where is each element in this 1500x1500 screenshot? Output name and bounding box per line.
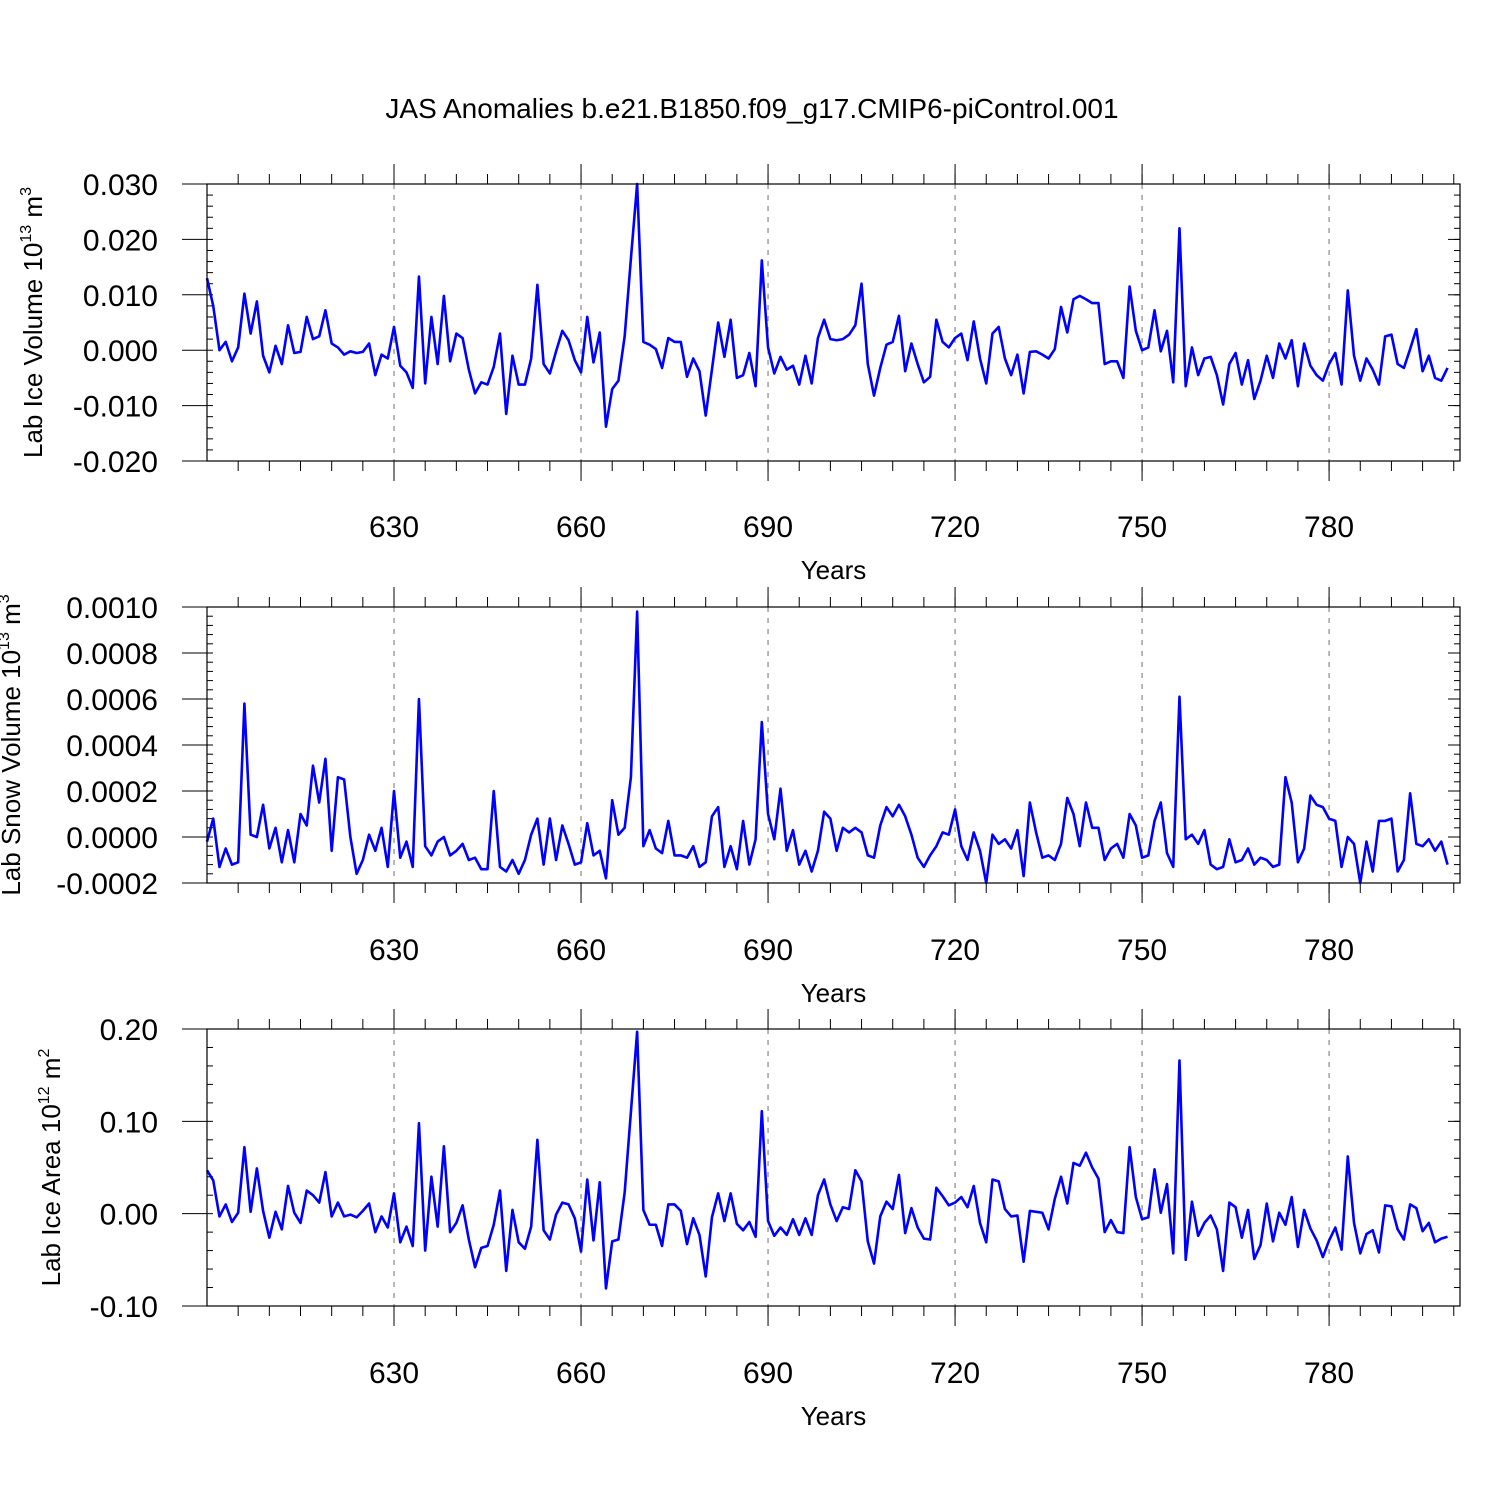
panel-1: -0.020 -0.010 0.000 0.010 0.020 0.030 630 660 69…	[18, 164, 1461, 585]
series-line	[205, 610, 1449, 885]
x-tick-label: 690	[743, 511, 793, 544]
x-tick-label: 660	[556, 511, 606, 544]
y-axis-label: Lab Snow Volume 1013 m3	[0, 594, 26, 895]
x-tick-label: 750	[1117, 934, 1167, 967]
x-tick-label: 720	[930, 511, 980, 544]
y-tick-label: 0.00	[100, 1199, 158, 1232]
x-tick-label: 660	[556, 1357, 606, 1390]
y-axis-label: Lab Ice Area 1012 m2	[36, 1049, 66, 1287]
panel-3: -0.10 0.00 0.10 0.20 630 660 690 720 750 780 Years…	[36, 1009, 1461, 1431]
y-tick-label: 0.0008	[66, 638, 158, 671]
y-axis-label: Lab Ice Volume 1013 m3	[18, 187, 48, 458]
y-tick-label: 0.020	[83, 224, 158, 257]
y-tick-label: 0.0002	[66, 776, 158, 809]
x-tick-label: 720	[930, 934, 980, 967]
x-tick-label: 780	[1304, 511, 1354, 544]
x-tick-label: 630	[369, 1357, 419, 1390]
x-tick-label: 630	[369, 934, 419, 967]
panel-2: -0.0002 0.0000 0.0002 0.0004 0.0006 0.0008 0.0…	[0, 587, 1461, 1008]
y-tick-label: 0.20	[100, 1014, 158, 1047]
y-tick-label: 0.010	[83, 280, 158, 313]
y-tick-label: 0.0000	[66, 822, 158, 855]
x-tick-label: 780	[1304, 934, 1354, 967]
x-tick-label: 750	[1117, 1357, 1167, 1390]
panels: -0.020 -0.010 0.000 0.010 0.020 0.030 630 660 69…	[0, 164, 1461, 1431]
x-axis-label: Years	[801, 1401, 867, 1431]
plot-frame	[206, 1028, 1461, 1307]
x-tick-label: 690	[743, 1357, 793, 1390]
series-line	[205, 1030, 1448, 1290]
series-line	[205, 182, 1449, 428]
y-tick-label: 0.10	[100, 1106, 158, 1139]
plot-frame	[206, 606, 1461, 884]
x-tick-label: 660	[556, 934, 606, 967]
y-tick-label: 0.0004	[66, 730, 158, 763]
x-tick-label: 690	[743, 934, 793, 967]
x-tick-label: 750	[1117, 511, 1167, 544]
y-tick-label: 0.0010	[66, 592, 158, 625]
y-tick-label: 0.0006	[66, 684, 158, 717]
x-tick-label: 630	[369, 511, 419, 544]
x-axis-label: Years	[801, 978, 867, 1008]
plot-frame	[206, 183, 1461, 462]
y-tick-label: -0.10	[90, 1291, 158, 1324]
y-tick-label: -0.0002	[56, 868, 158, 901]
x-axis-label: Years	[801, 555, 867, 585]
y-tick-label: 0.000	[83, 335, 158, 368]
y-tick-label: 0.030	[83, 169, 158, 202]
y-tick-label: -0.010	[73, 391, 158, 424]
x-tick-label: 720	[930, 1357, 980, 1390]
x-tick-label: 780	[1304, 1357, 1354, 1390]
y-tick-label: -0.020	[73, 446, 158, 479]
chart-title: JAS Anomalies b.e21.B1850.f09_g17.CMIP6-…	[385, 93, 1118, 124]
